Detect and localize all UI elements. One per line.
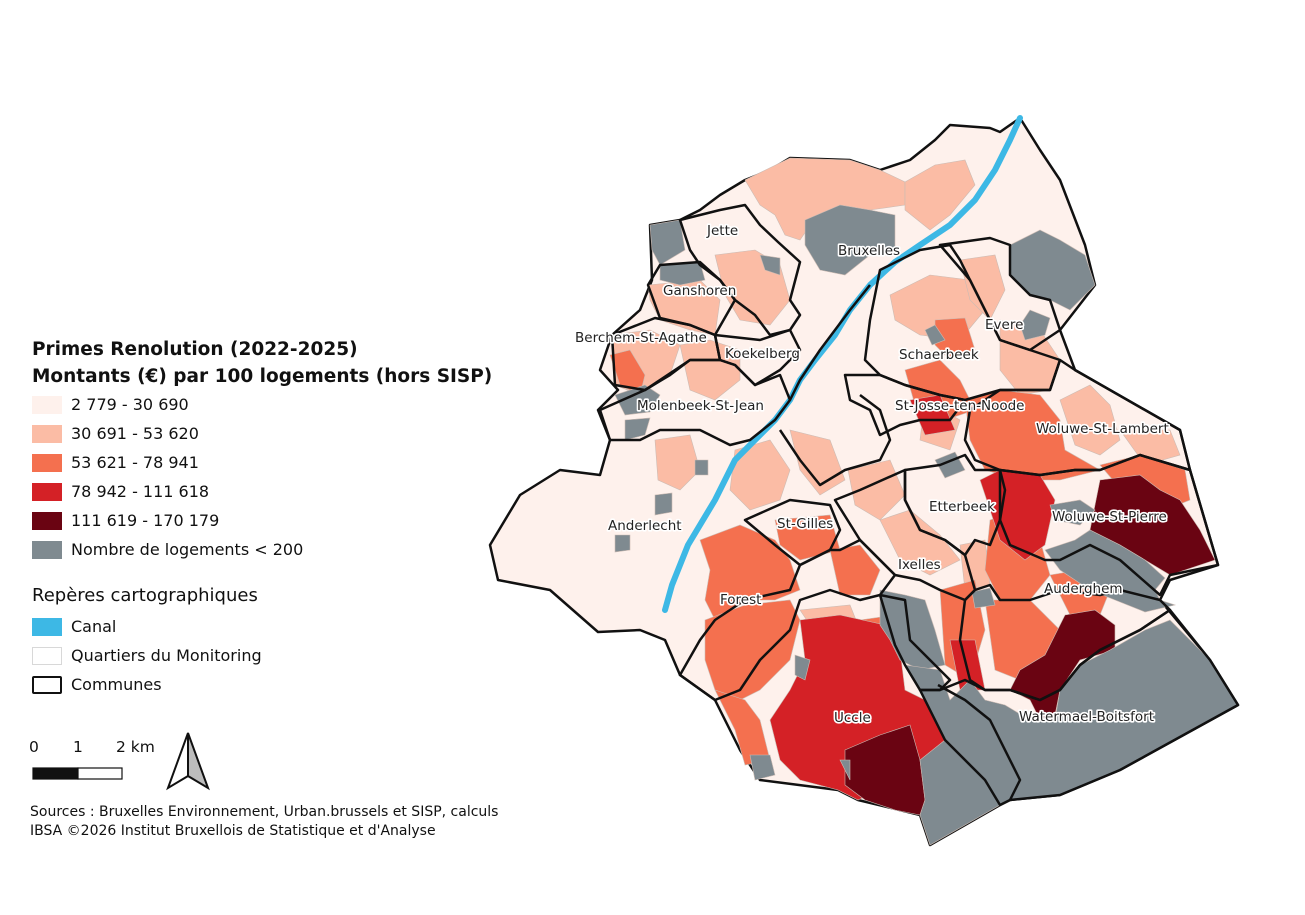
north-arrow-icon xyxy=(166,732,210,791)
label-uccle: Uccle xyxy=(834,710,871,726)
class-3-swatch xyxy=(32,453,62,472)
label-ganshoren: Ganshoren xyxy=(663,283,736,299)
label-evere: Evere xyxy=(985,317,1023,333)
class-1-label: 2 779 - 30 690 xyxy=(71,395,189,414)
legend-subtitle: Montants (€) par 100 logements (hors SIS… xyxy=(32,366,493,387)
class-2-label: 30 691 - 53 620 xyxy=(71,424,199,443)
class-4-label: 78 942 - 111 618 xyxy=(71,482,210,501)
scale-tick-1: 1 xyxy=(73,738,83,756)
scale-tick-0: 0 xyxy=(29,738,39,756)
sources-line-2: IBSA ©2026 Institut Bruxellois de Statis… xyxy=(30,823,436,839)
class-2-swatch xyxy=(32,424,62,443)
communes-label: Communes xyxy=(71,675,162,694)
label-woluwe-st-pierre: Woluwe-St-Pierre xyxy=(1052,509,1167,525)
low-housing-swatch xyxy=(32,540,62,559)
label-molenbeek: Molenbeek-St-Jean xyxy=(637,398,764,414)
legend-class-1: 2 779 - 30 690 xyxy=(32,390,512,419)
commune-swatch xyxy=(32,675,62,694)
legend-class-3: 53 621 - 78 941 xyxy=(32,448,512,477)
scale-tick-2: 2 km xyxy=(116,738,155,756)
commune-boundaries xyxy=(598,203,1240,807)
label-woluwe-st-lambert: Woluwe-St-Lambert xyxy=(1036,421,1169,437)
low-housing-label: Nombre de logements < 200 xyxy=(71,540,304,559)
label-auderghem: Auderghem xyxy=(1044,581,1123,597)
label-ixelles: Ixelles xyxy=(898,557,941,573)
quartier-swatch xyxy=(32,646,62,665)
label-bruxelles: Bruxelles xyxy=(838,243,900,259)
legend-quartiers: Quartiers du Monitoring xyxy=(32,641,512,670)
sources-note: Sources : Bruxelles Environnement, Urban… xyxy=(30,803,498,841)
class-4-swatch xyxy=(32,482,62,501)
legend-class-4: 78 942 - 111 618 xyxy=(32,477,512,506)
canal-swatch xyxy=(32,617,62,636)
label-anderlecht: Anderlecht xyxy=(608,518,682,534)
quartiers-label: Quartiers du Monitoring xyxy=(71,646,262,665)
map-legend: Primes Renolution (2022-2025) Montants (… xyxy=(32,336,512,699)
label-forest: Forest xyxy=(720,592,761,608)
label-jette: Jette xyxy=(706,223,738,239)
legend-class-2: 30 691 - 53 620 xyxy=(32,419,512,448)
label-st-josse: St-Josse-ten-Noode xyxy=(895,398,1025,414)
scale-bar-graphic xyxy=(32,767,123,780)
label-watermael: Watermael-Boitsfort xyxy=(1019,709,1154,725)
label-berchem: Berchem-St-Agathe xyxy=(575,330,707,346)
sources-line-1: Sources : Bruxelles Environnement, Urban… xyxy=(30,804,499,820)
legend-communes: Communes xyxy=(32,670,512,699)
label-schaerbeek: Schaerbeek xyxy=(899,347,979,363)
legend-canal: Canal xyxy=(32,612,512,641)
class-5-swatch xyxy=(32,511,62,530)
legend-title: Primes Renolution (2022-2025) xyxy=(32,339,358,360)
canal-label: Canal xyxy=(71,617,117,636)
label-st-gilles: St-Gilles xyxy=(777,516,833,532)
label-etterbeek: Etterbeek xyxy=(929,499,995,515)
scale-bar: 0 1 2 km xyxy=(29,738,172,786)
class-1-swatch xyxy=(32,395,62,414)
label-koekelberg: Koekelberg xyxy=(725,346,800,362)
landmarks-title: Repères cartographiques xyxy=(32,585,258,606)
legend-class-5: 111 619 - 170 179 xyxy=(32,506,512,535)
class-5-label: 111 619 - 170 179 xyxy=(71,511,220,530)
class-3-label: 53 621 - 78 941 xyxy=(71,453,199,472)
commune-labels: Jette Bruxelles Ganshoren Berchem-St-Aga… xyxy=(573,221,1170,727)
legend-class-low-housing: Nombre de logements < 200 xyxy=(32,535,512,564)
